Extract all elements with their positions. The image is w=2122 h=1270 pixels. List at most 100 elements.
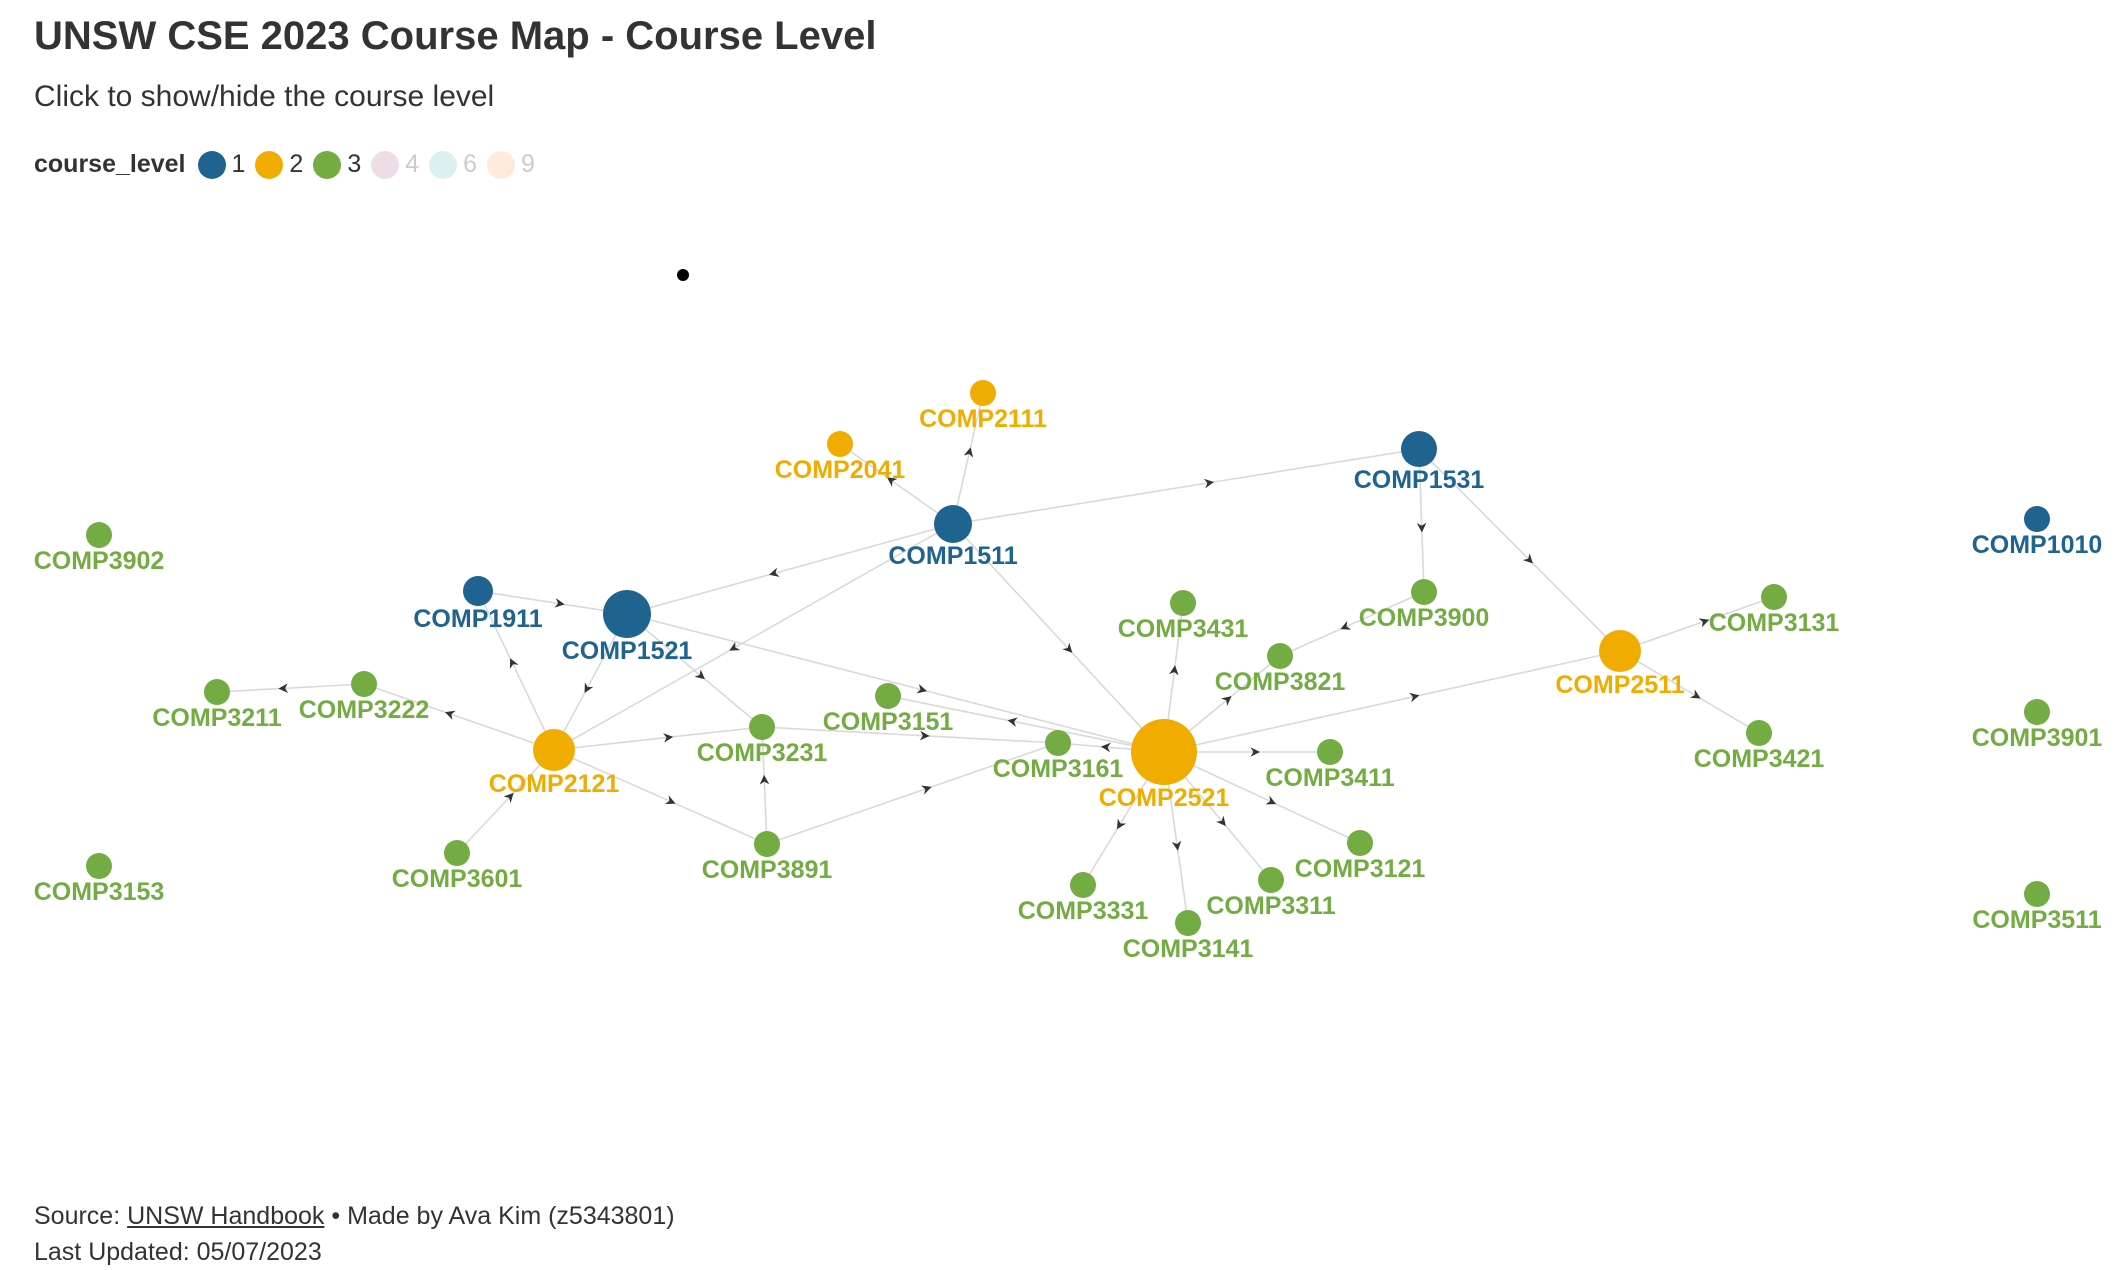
course-node-label: COMP3131	[1709, 609, 1840, 637]
course-node-comp3161[interactable]: COMP3161	[993, 730, 1124, 783]
course-node-comp3431[interactable]: COMP3431	[1118, 590, 1249, 643]
legend-item-label: 6	[463, 150, 478, 178]
course-node-circle[interactable]	[1761, 584, 1787, 610]
course-node-comp3411[interactable]: COMP3411	[1265, 739, 1395, 792]
course-node-label: COMP2121	[489, 770, 620, 798]
course-node-comp1531[interactable]: COMP1531	[1354, 431, 1485, 494]
course-node-circle[interactable]	[1347, 830, 1373, 856]
course-node-circle[interactable]	[1258, 867, 1284, 893]
course-node-circle[interactable]	[2024, 881, 2050, 907]
course-node-label: COMP3821	[1215, 668, 1346, 696]
course-node-comp3601[interactable]: COMP3601	[392, 840, 523, 893]
course-node-label: COMP3121	[1295, 855, 1426, 883]
course-node-comp3153[interactable]: COMP3153	[34, 853, 165, 906]
legend-item-level-4[interactable]: 4	[371, 150, 419, 179]
course-node-comp2521[interactable]: COMP2521	[1099, 719, 1230, 812]
course-node-circle[interactable]	[351, 671, 377, 697]
course-node-label: COMP3511	[1972, 906, 2101, 934]
legend: course_level 1 2 3 4 6 9	[34, 150, 545, 179]
course-node-circle[interactable]	[827, 431, 853, 457]
course-node-comp3331[interactable]: COMP3331	[1018, 872, 1149, 925]
footer: Source: UNSW Handbook • Made by Ava Kim …	[34, 1198, 675, 1270]
edge-comp2511-comp3421	[1619, 650, 1760, 734]
legend-item-level-1[interactable]: 1	[197, 150, 246, 179]
legend-swatch	[429, 150, 458, 179]
course-node-comp3421[interactable]: COMP3421	[1694, 720, 1825, 773]
course-node-label: COMP3231	[697, 739, 828, 767]
edge-comp1531-comp2511	[1418, 448, 1621, 652]
legend-item-label: 1	[231, 150, 246, 178]
legend-item-level-9[interactable]: 9	[487, 150, 535, 179]
course-node-comp2041[interactable]: COMP2041	[775, 431, 906, 484]
course-node-circle[interactable]	[86, 522, 112, 548]
course-node-comp3511[interactable]: COMP3511	[1972, 881, 2102, 934]
course-node-circle[interactable]	[444, 840, 470, 866]
course-node-circle[interactable]	[754, 831, 780, 857]
course-node-circle[interactable]	[1267, 643, 1293, 669]
course-node-circle[interactable]	[1070, 872, 1096, 898]
course-node-circle[interactable]	[875, 683, 901, 709]
legend-item-level-2[interactable]: 2	[255, 150, 303, 179]
course-node-label: COMP3311	[1206, 892, 1335, 920]
course-node-circle[interactable]	[970, 380, 996, 406]
course-node-comp1911[interactable]: COMP1911	[413, 576, 543, 633]
course-node-comp3131[interactable]: COMP3131	[1709, 584, 1840, 637]
course-node-circle[interactable]	[463, 576, 493, 606]
course-node-circle[interactable]	[1175, 910, 1201, 936]
course-node-circle[interactable]	[1131, 719, 1197, 785]
nodes-layer: COMP1511 COMP1521 COMP1531 COMP1911 COMP1010…	[34, 380, 2103, 963]
course-node-comp3151[interactable]: COMP3151	[823, 683, 954, 736]
course-node-circle[interactable]	[1170, 590, 1196, 616]
course-node-comp3231[interactable]: COMP3231	[697, 714, 828, 767]
course-node-comp3821[interactable]: COMP3821	[1215, 643, 1346, 696]
course-node-circle[interactable]	[1411, 579, 1437, 605]
course-node-comp1521[interactable]: COMP1521	[562, 590, 693, 665]
course-node-comp3891[interactable]: COMP3891	[702, 831, 833, 884]
course-node-label: COMP3601	[392, 865, 523, 893]
course-node-circle[interactable]	[934, 505, 972, 543]
course-node-circle[interactable]	[1746, 720, 1772, 746]
course-node-circle[interactable]	[1045, 730, 1071, 756]
course-node-comp3121[interactable]: COMP3121	[1295, 830, 1426, 883]
legend-item-label: 2	[289, 150, 304, 178]
legend-item-level-6[interactable]: 6	[429, 150, 477, 179]
course-node-circle[interactable]	[2024, 699, 2050, 725]
course-node-comp1010[interactable]: COMP1010	[1972, 506, 2103, 559]
course-node-comp1511[interactable]: COMP1511	[888, 505, 1018, 570]
course-node-circle[interactable]	[1599, 630, 1641, 672]
handbook-link[interactable]: UNSW Handbook	[127, 1202, 325, 1230]
edge-comp1511-comp2111	[952, 392, 984, 525]
course-node-comp3141[interactable]: COMP3141	[1123, 910, 1254, 963]
page-title: UNSW CSE 2023 Course Map - Course Level	[34, 14, 877, 58]
course-node-label: COMP2041	[775, 456, 906, 484]
cursor-dot	[677, 269, 689, 281]
course-node-comp2511[interactable]: COMP2511	[1555, 630, 1685, 699]
course-node-circle[interactable]	[2024, 506, 2050, 532]
edge-comp2121-comp3891	[553, 749, 768, 845]
legend-item-level-3[interactable]: 3	[313, 150, 361, 179]
course-node-comp3211[interactable]: COMP3211	[152, 679, 282, 732]
course-node-circle[interactable]	[86, 853, 112, 879]
course-node-label: COMP2511	[1555, 671, 1684, 699]
course-node-label: COMP3153	[34, 878, 165, 906]
edge-comp3222-comp3211	[216, 683, 365, 693]
edge-comp1511-comp2121	[553, 523, 954, 751]
course-node-comp3902[interactable]: COMP3902	[34, 522, 165, 575]
course-node-circle[interactable]	[204, 679, 230, 705]
course-node-circle[interactable]	[1317, 739, 1343, 765]
edge-comp2521-comp2511	[1163, 650, 1621, 753]
edge-comp3601-comp2121	[456, 749, 555, 854]
course-node-comp3901[interactable]: COMP3901	[1972, 699, 2103, 752]
course-node-comp2111[interactable]: COMP2111	[919, 380, 1047, 433]
course-node-circle[interactable]	[749, 714, 775, 740]
course-node-comp2121[interactable]: COMP2121	[489, 729, 620, 798]
course-node-circle[interactable]	[533, 729, 575, 771]
course-node-label: COMP3431	[1118, 615, 1249, 643]
course-node-comp3222[interactable]: COMP3222	[299, 671, 430, 724]
course-node-comp3900[interactable]: COMP3900	[1359, 579, 1490, 632]
course-node-circle[interactable]	[603, 590, 651, 638]
edge-comp2521-comp3121	[1163, 751, 1361, 844]
course-node-circle[interactable]	[1401, 431, 1437, 467]
course-node-comp3311[interactable]: COMP3311	[1206, 867, 1336, 920]
